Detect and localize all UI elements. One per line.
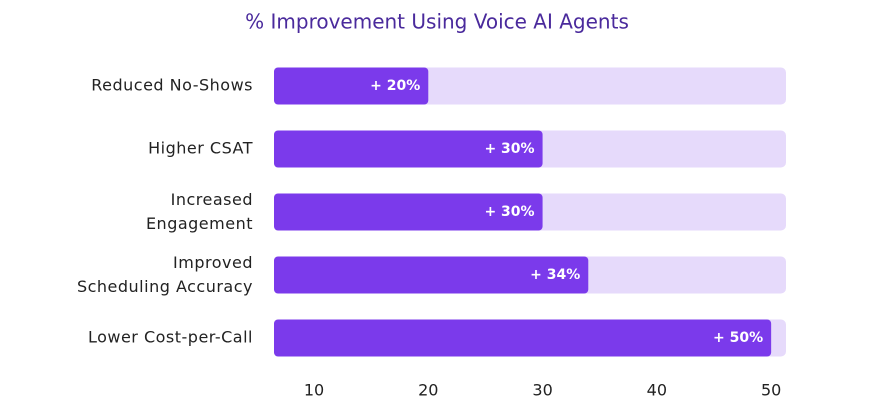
- label-line: Increased: [171, 190, 253, 209]
- y-tick-label: Higher CSAT: [148, 139, 253, 158]
- x-tick-label: 20: [418, 381, 438, 400]
- y-tick-label: Increased Engagement: [146, 190, 253, 233]
- bar: [274, 67, 429, 105]
- y-tick-label: Lower Cost-per-Call: [88, 328, 253, 347]
- label-line: Scheduling Accuracy: [77, 277, 253, 296]
- x-tick-label: 10: [304, 381, 324, 400]
- y-tick-label: Improved Scheduling Accuracy: [77, 253, 253, 296]
- value-label: + 50%: [713, 330, 763, 346]
- value-label: + 30%: [484, 204, 534, 220]
- value-label: + 30%: [484, 141, 534, 157]
- x-tick-label: 40: [647, 381, 667, 400]
- bar: [274, 256, 589, 294]
- x-tick-label: 50: [761, 381, 781, 400]
- value-label: + 20%: [370, 78, 420, 94]
- y-tick-label: Reduced No-Shows: [91, 76, 253, 95]
- bar: [274, 319, 772, 357]
- label-line: Improved: [173, 253, 253, 272]
- x-tick-label: 30: [532, 381, 552, 400]
- bar: [274, 193, 543, 231]
- value-label: + 34%: [530, 267, 580, 283]
- bar: [274, 130, 543, 168]
- chart-title: % Improvement Using Voice AI Agents: [245, 10, 629, 34]
- label-line: Engagement: [146, 214, 253, 233]
